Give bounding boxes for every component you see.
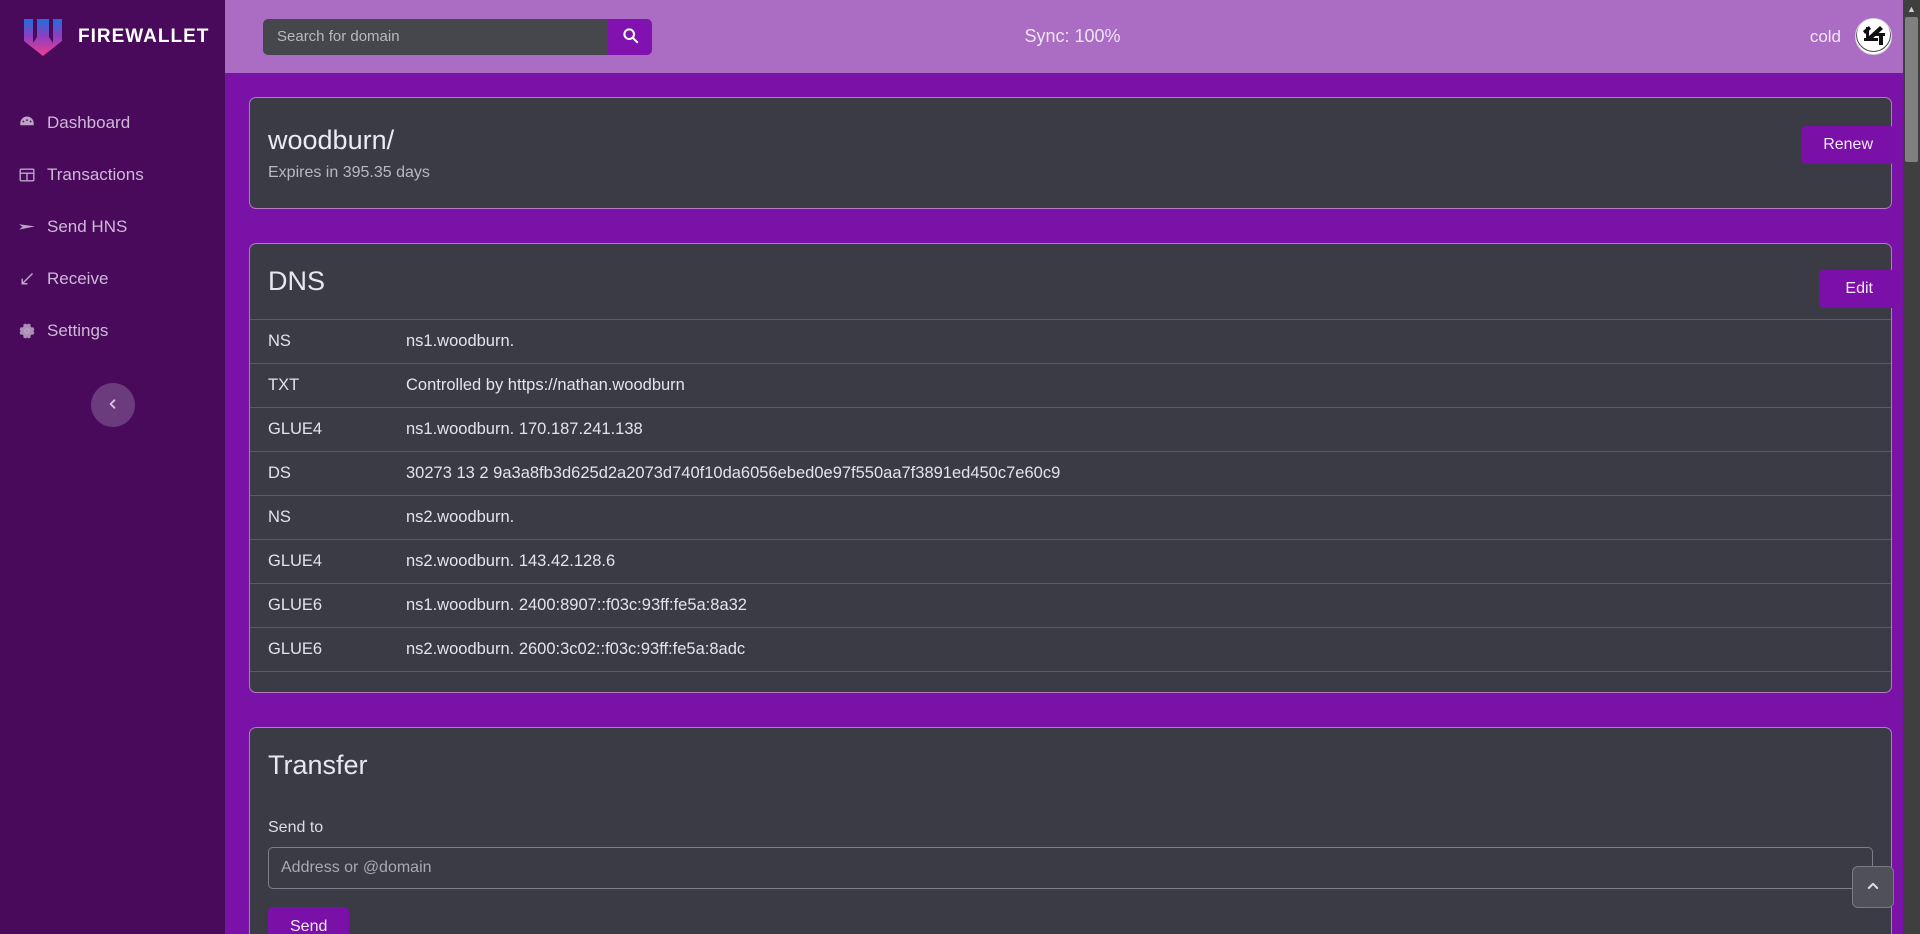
chevron-left-icon xyxy=(107,398,119,413)
dns-records-body: NS ns1.woodburn. TXT Controlled by https… xyxy=(250,319,1891,672)
table-row[interactable]: NS ns1.woodburn. xyxy=(250,319,1891,363)
sidebar-collapse-wrap xyxy=(0,383,225,427)
wallet-name: cold xyxy=(1809,26,1841,46)
transfer-address-input[interactable] xyxy=(268,846,1873,889)
dns-record-type: NS xyxy=(268,507,291,526)
sidebar-item-label: Settings xyxy=(47,321,109,340)
transfer-card: Transfer Send to Send xyxy=(249,726,1892,934)
dns-record-value: ns1.woodburn. xyxy=(406,331,515,350)
sidebar-item-label: Transactions xyxy=(47,165,144,184)
search-input[interactable] xyxy=(263,18,608,55)
scrollbar-up-arrow-icon[interactable]: ▲ xyxy=(1907,3,1916,14)
scroll-to-top-button[interactable] xyxy=(1852,866,1894,908)
topbar: Sync: 100% cold xyxy=(225,0,1920,73)
send-to-label: Send to xyxy=(268,818,324,836)
dns-record-value: Controlled by https://nathan.woodburn xyxy=(406,375,685,394)
sidebar-item-settings[interactable]: Settings xyxy=(0,305,225,357)
scrollbar-thumb[interactable] xyxy=(1905,17,1918,162)
gear-icon xyxy=(18,322,36,340)
sidebar-collapse-button[interactable] xyxy=(90,383,135,427)
domain-info: woodburn/ Expires in 395.35 days xyxy=(268,124,430,182)
dns-record-value: ns2.woodburn. 143.42.128.6 xyxy=(406,551,616,570)
sidebar-nav: Dashboard Transactions xyxy=(0,97,225,357)
search-button[interactable] xyxy=(608,18,652,55)
search-icon xyxy=(622,27,639,47)
transfer-title: Transfer xyxy=(268,749,368,780)
dns-card: DNS Edit NS ns1.woodburn. TXT Controlled… xyxy=(249,242,1899,693)
domain-summary-card: woodburn/ Expires in 395.35 days Renew xyxy=(249,97,1895,209)
table-row[interactable]: NS ns2.woodburn. xyxy=(250,495,1891,539)
chevron-up-icon xyxy=(1866,879,1880,896)
sidebar-item-label: Send HNS xyxy=(47,217,128,236)
dns-record-value: ns2.woodburn. 2600:3c02::f03c:93ff:fe5a:… xyxy=(406,639,746,658)
sidebar-item-send-hns[interactable]: Send HNS xyxy=(0,201,225,253)
table-row[interactable]: GLUE6 ns1.woodburn. 2400:8907::f03c:93ff… xyxy=(250,583,1891,627)
sidebar-item-receive[interactable]: Receive xyxy=(0,253,225,305)
table-row[interactable]: GLUE6 ns2.woodburn. 2600:3c02::f03c:93ff… xyxy=(250,627,1891,672)
domain-expiry: Expires in 395.35 days xyxy=(268,163,430,181)
sidebar-item-transactions[interactable]: Transactions xyxy=(0,149,225,201)
page-title: woodburn/ xyxy=(268,125,395,155)
page-scrollbar[interactable]: ▲ xyxy=(1903,0,1920,934)
dns-record-type: GLUE6 xyxy=(268,639,323,658)
dns-record-type: DS xyxy=(268,463,291,482)
topbar-right: cold xyxy=(1810,18,1892,55)
dns-card-header: DNS Edit xyxy=(250,265,1899,308)
dns-record-type: NS xyxy=(268,331,291,350)
dns-record-type: TXT xyxy=(268,375,300,394)
content-area: woodburn/ Expires in 395.35 days Renew D… xyxy=(225,73,1920,934)
sidebar-item-label: Receive xyxy=(47,269,109,288)
table-row[interactable]: TXT Controlled by https://nathan.woodbur… xyxy=(250,363,1891,407)
sidebar-item-label: Dashboard xyxy=(47,113,131,132)
brand-name: FIREWALLET xyxy=(78,25,210,47)
table-row[interactable]: DS 30273 13 2 9a3a8fb3d625d2a2073d740f10… xyxy=(250,451,1891,495)
dns-record-value: ns1.woodburn. 2400:8907::f03c:93ff:fe5a:… xyxy=(406,595,747,614)
dns-record-type: GLUE6 xyxy=(268,595,323,614)
sidebar: FIREWALLET Dashboard xyxy=(0,0,225,934)
sidebar-item-dashboard[interactable]: Dashboard xyxy=(0,97,225,149)
table-row[interactable]: GLUE4 ns1.woodburn. 170.187.241.138 xyxy=(250,407,1891,451)
dns-record-type: GLUE4 xyxy=(268,419,323,438)
table-grid-icon xyxy=(18,166,36,184)
brand[interactable]: FIREWALLET xyxy=(0,0,225,73)
avatar[interactable] xyxy=(1855,18,1892,55)
dns-title: DNS xyxy=(268,265,326,296)
dns-records-table: NS ns1.woodburn. TXT Controlled by https… xyxy=(250,319,1891,672)
sync-status: Sync: 100% xyxy=(1024,26,1121,46)
paper-plane-icon xyxy=(18,218,36,236)
dns-record-type: GLUE4 xyxy=(268,551,323,570)
dns-record-value: 30273 13 2 9a3a8fb3d625d2a2073d740f10da6… xyxy=(406,463,1061,482)
speedometer-icon xyxy=(18,114,36,132)
search-bar xyxy=(263,18,652,55)
dns-record-value: ns1.woodburn. 170.187.241.138 xyxy=(406,419,643,438)
arrow-down-left-icon xyxy=(18,270,36,288)
wallet-identicon-avatar-icon xyxy=(1856,19,1891,54)
table-row[interactable]: GLUE4 ns2.woodburn. 143.42.128.6 xyxy=(250,539,1891,583)
main-pane: Sync: 100% cold xyxy=(225,0,1920,934)
firewallet-w-logo-icon xyxy=(22,17,64,57)
renew-button[interactable]: Renew xyxy=(1801,126,1895,164)
send-transfer-button[interactable]: Send xyxy=(268,906,350,934)
edit-dns-button[interactable]: Edit xyxy=(1819,269,1899,308)
dns-record-value: ns2.woodburn. xyxy=(406,507,515,526)
